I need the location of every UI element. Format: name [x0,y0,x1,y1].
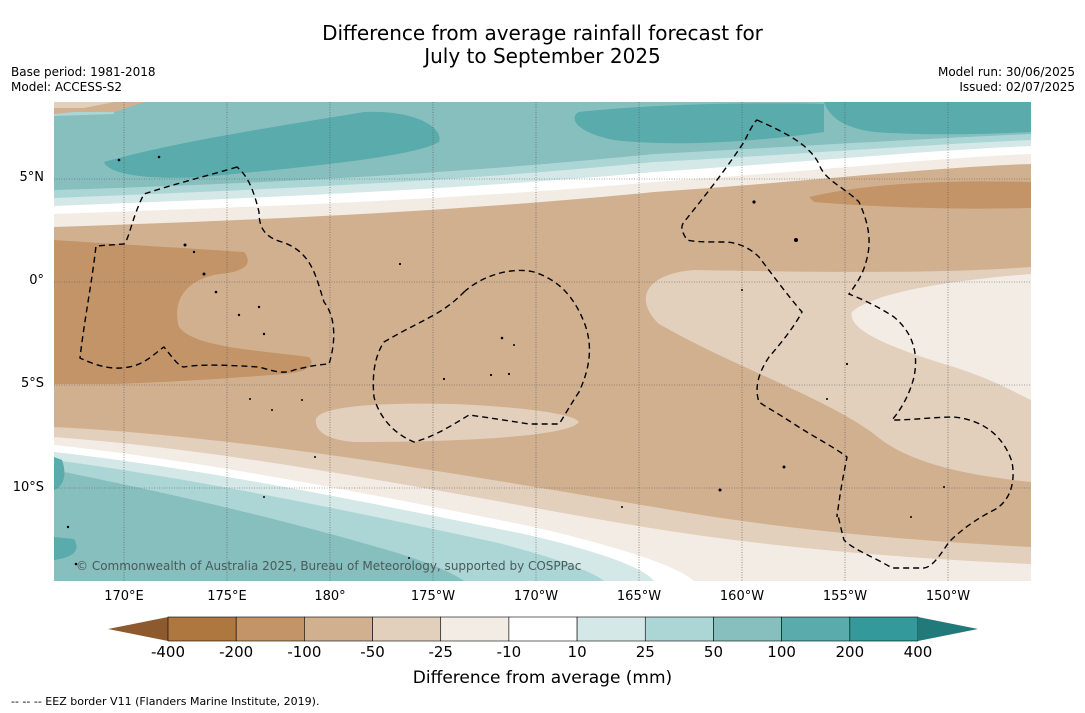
lat-label-5n: 5°N [19,170,45,185]
colorbar-tick-label: 100 [767,643,796,661]
colorbar-cell [440,616,510,642]
colorbar-cell [849,616,919,642]
corner-nw-dry2 [54,102,114,108]
graticule [54,102,1031,581]
lon-label-160w: 160°W [719,589,765,604]
colorbar-cell [713,616,782,642]
colorbar-cells [167,616,919,642]
issued-date: Issued: 02/07/2025 [959,80,1075,94]
colorbar-arrow-right [918,617,978,641]
lon-label-175e: 175°E [207,589,247,604]
colorbar-tick-label: 50 [703,643,723,661]
colorbar [108,616,978,642]
band-east-neg25 [851,274,1031,400]
map-canvas [54,102,1031,581]
meta-right: Model run: 30/06/2025 Issued: 02/07/2025 [938,65,1075,95]
eez-borders [79,119,1014,569]
eez-line-islands [681,119,1014,569]
wet-patch-north-centre [574,103,824,144]
base-period: Base period: 1981-2018 [11,65,156,79]
dry-patch-west-neg200 [54,240,312,384]
dry-patch-5n-east [809,181,1031,209]
colorbar-tick-label: -100 [287,643,322,661]
eez-phoenix [372,269,591,443]
wet-patch-sw2 [54,537,77,560]
colorbar-cell [644,616,714,642]
meta-left: Base period: 1981-2018 Model: ACCESS-S2 [11,65,156,95]
colorbar-tick-label: -400 [150,643,186,661]
wet-patch-north-west [104,111,440,178]
model-name: Model: ACCESS-S2 [11,80,123,94]
colorbar-cell [576,616,646,642]
colorbar-tick-label: 10 [567,643,587,661]
lon-label-155w: 155°W [822,589,868,604]
colorbar-tick-label: -25 [428,643,453,661]
band-south-tongue-neg50 [315,403,579,442]
colorbar-cell [235,616,305,642]
wet-patch-north-east [824,102,1031,135]
colorbar-cell [372,616,442,642]
colorbar-cell [781,616,851,642]
copyright-notice: © Commonwealth of Australia 2025, Bureau… [76,559,582,573]
lon-label-170w: 170°W [513,589,559,604]
colorbar-tick-label: -50 [360,643,385,661]
colorbar-tick-label: 200 [835,643,865,661]
colorbar-tick-label: -10 [496,643,522,661]
lon-label-180: 180° [314,589,346,604]
model-run: Model run: 30/06/2025 [937,65,1075,79]
wet-patch-sw [54,457,65,490]
rainfall-map [54,102,1031,581]
colorbar-cell [304,616,373,642]
lon-label-175w: 175°W [410,589,456,604]
band-south-pos100 [54,470,464,581]
colorbar-tick-label: 400 [903,643,933,661]
lon-label-170e: 170°E [104,589,144,604]
title-line-2: July to September 2025 [424,44,661,68]
colorbar-arrow-left [108,617,168,641]
lat-label-0: 0° [29,273,44,288]
island-marks [66,155,945,566]
colorbar-cell [167,616,237,642]
colorbar-cell [508,616,578,642]
eez-footnote: -- -- -- EEZ border V11 (Flanders Marine… [11,695,320,708]
lat-label-5s: 5°S [20,376,44,391]
lat-label-10s: 10°S [12,480,44,495]
lon-label-150w: 150°W [925,589,971,604]
colorbar-tick-label: -200 [219,643,254,661]
lon-label-165w: 165°W [616,589,662,604]
title-line-1: Difference from average rainfall forecas… [322,21,763,45]
colorbar-title: Difference from average (mm) [412,668,673,688]
map-title: Difference from average rainfall forecas… [0,22,1085,68]
eez-kiribati-gilbert [79,166,335,373]
colorbar-tick-label: 25 [635,643,655,661]
